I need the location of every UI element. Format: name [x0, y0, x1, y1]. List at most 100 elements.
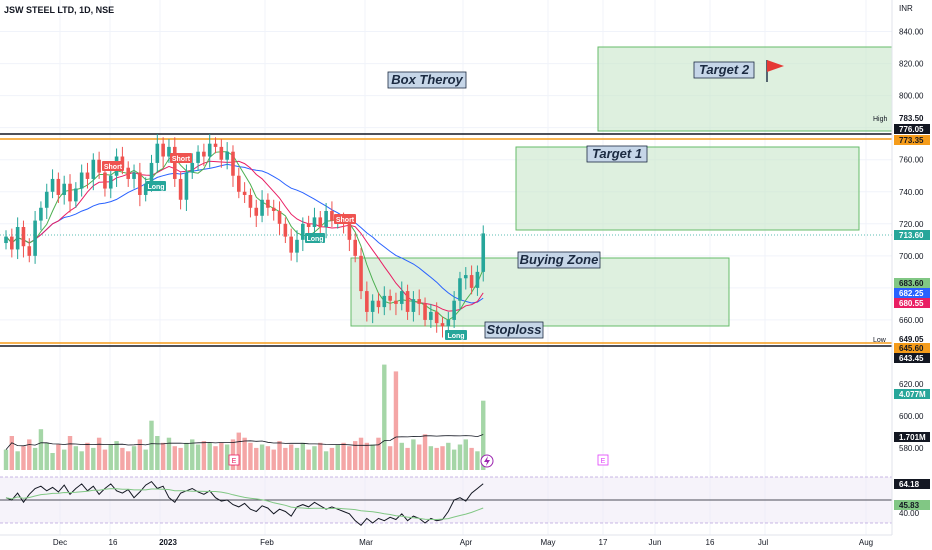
svg-text:Box Theroy: Box Theroy [391, 72, 463, 87]
volume-bar [56, 444, 61, 470]
candle-body [143, 183, 148, 195]
candle-body [405, 291, 410, 312]
candle-body [62, 183, 66, 195]
volume-bar [96, 437, 102, 470]
buying-zone-label[interactable]: Buying Zone [517, 251, 601, 269]
signal-long-3[interactable]: Long [445, 330, 467, 340]
earnings-marker-1[interactable]: E [228, 454, 240, 466]
time-tick: 17 [599, 538, 608, 547]
volume-bar [213, 446, 218, 470]
signal-short-1[interactable]: Short [102, 161, 124, 171]
volume-bar [457, 444, 463, 470]
svg-text:High: High [873, 116, 888, 123]
volume-bar [91, 447, 96, 470]
signal-short-3[interactable]: Short [334, 214, 356, 224]
candle-body [248, 194, 253, 208]
moving-averages [5, 151, 484, 321]
candle-body [202, 151, 206, 157]
earnings-marker-2[interactable]: E [597, 454, 609, 466]
price-tag-l643: 643.45 [894, 353, 930, 363]
volume-bar [184, 442, 189, 470]
candle-body [15, 227, 20, 250]
candle-body [132, 172, 136, 179]
candle-body [347, 223, 352, 240]
candle-body [376, 300, 381, 308]
target1-label[interactable]: Target 1 [586, 145, 648, 163]
volume-bar [259, 444, 265, 470]
signal-long-1[interactable]: Long [146, 181, 166, 191]
time-axis[interactable]: Dec 16 2023 Feb Mar Apr May 17 Jun 16 Jul Aug [0, 534, 892, 547]
svg-text:683.60: 683.60 [899, 279, 924, 288]
signal-short-2[interactable]: Short [170, 153, 192, 163]
candle-body [283, 223, 288, 237]
volume-bar [195, 444, 201, 470]
svg-text:713.60: 713.60 [899, 231, 924, 240]
signal-long-2[interactable]: Long [305, 233, 325, 243]
volume-bar [38, 429, 44, 470]
volume-bars [3, 364, 486, 470]
lightning-icon[interactable] [480, 454, 494, 468]
volume-bar [27, 439, 32, 470]
volume-bar [306, 449, 311, 470]
time-tick: Aug [859, 538, 873, 547]
time-tick: 16 [706, 538, 715, 547]
rsi-panel [0, 476, 892, 526]
volume-bar [224, 444, 230, 470]
price-tag-l773: 773.35 [894, 135, 930, 145]
price-tick: 760.00 [899, 156, 924, 165]
svg-text:Target 1: Target 1 [592, 146, 642, 161]
svg-text:783.50: 783.50 [899, 114, 924, 123]
volume-tick: 600.00 [899, 412, 924, 421]
time-tick: 2023 [159, 538, 177, 547]
target2-label[interactable]: Target 2 [693, 61, 755, 79]
time-tick: Apr [460, 538, 473, 547]
candle-body [359, 255, 363, 292]
volume-bar [294, 447, 300, 470]
volume-bar [79, 451, 84, 470]
volume-bar [318, 442, 323, 470]
candle-body [312, 217, 317, 228]
candle-body [33, 220, 37, 256]
volume-bar [277, 441, 282, 470]
volume-tick: 620.00 [899, 380, 924, 389]
price-axis[interactable]: INR 840.00820.00800.00780.00760.00740.00… [891, 0, 932, 550]
svg-text:Long: Long [447, 333, 464, 340]
volume-bar [190, 439, 195, 470]
volume-tag: 1.701M [894, 432, 930, 442]
candle-body [399, 291, 404, 304]
volume-bar [364, 442, 370, 470]
candle-body [353, 239, 357, 256]
candle-body [68, 183, 72, 202]
volume-bar [137, 439, 143, 470]
candle-body [196, 151, 200, 163]
volume-bar [219, 442, 224, 470]
volume-bar [178, 447, 183, 470]
volume-bar [335, 444, 340, 470]
svg-text:Buying Zone: Buying Zone [520, 252, 599, 267]
candle-body [452, 300, 456, 320]
candle-body [237, 175, 241, 192]
price-tag-low: Low 649.05 [873, 334, 930, 344]
target2-zone[interactable] [597, 46, 894, 132]
candle-body [79, 172, 84, 189]
volume-bar [160, 442, 166, 470]
volume-bar [149, 420, 154, 470]
time-tick: Dec [53, 538, 67, 547]
price-tag-high: High 783.50 [873, 113, 930, 123]
rsi-ma-line [5, 488, 484, 520]
candle-body [149, 162, 154, 184]
candle-body [56, 178, 61, 195]
target1-zone[interactable] [515, 146, 860, 231]
candle-body [178, 178, 183, 200]
volume-bar [62, 449, 67, 470]
svg-text:1.701M: 1.701M [899, 433, 926, 442]
box-theory-label[interactable]: Box Theroy [387, 71, 467, 89]
candle-body [161, 143, 165, 157]
volume-bar [265, 446, 271, 470]
stoploss-label[interactable]: Stoploss [484, 321, 544, 339]
volume-bar [376, 437, 381, 470]
price-tag-ma3: 680.55 [894, 298, 930, 308]
volume-bar [44, 442, 49, 470]
volume-bar [114, 441, 119, 470]
volume-bar [347, 446, 352, 470]
